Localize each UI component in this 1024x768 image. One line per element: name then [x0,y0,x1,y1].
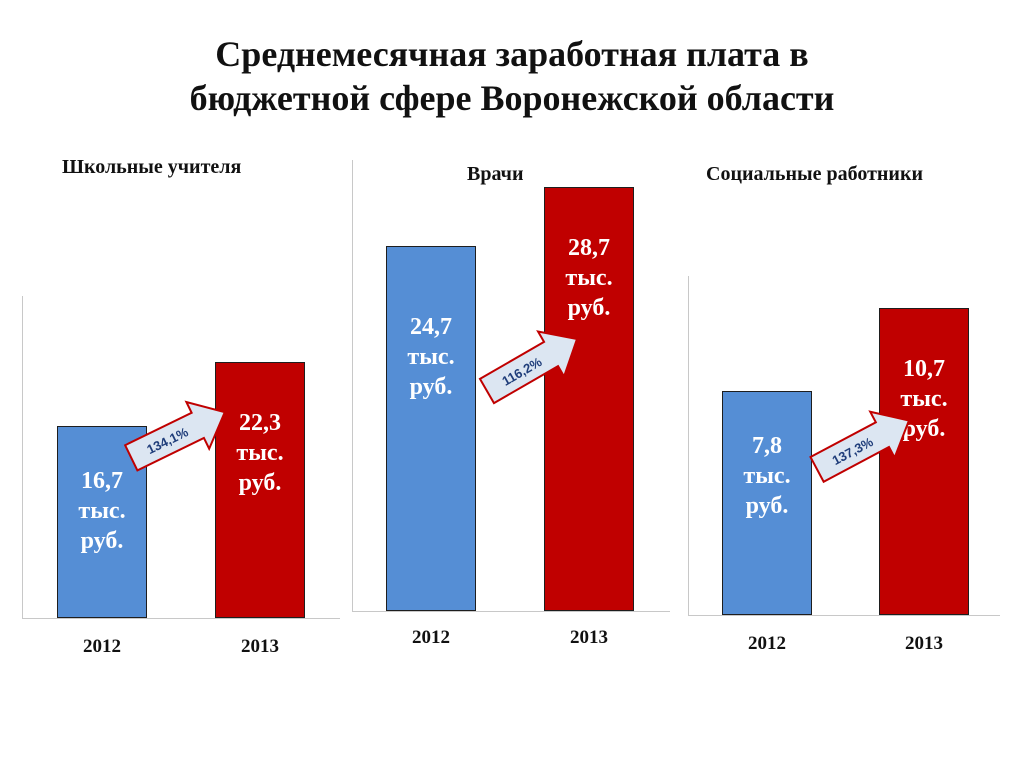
data-label-line: 28,7 [568,234,610,261]
data-label: 22,3 тыс. руб. [195,408,325,498]
x-tick-label: 2013 [570,627,608,648]
bar-2012 [722,390,812,615]
y-axis-line [22,296,23,618]
x-tick-label: 2012 [83,636,121,657]
x-tick-label: 2013 [905,633,943,654]
chart-title: Врачи [467,163,524,185]
bar-2013 [879,307,969,615]
data-label-line: руб. [238,469,282,496]
data-label-line: тыс. [743,463,791,490]
chart-title: Школьные учителя [62,156,242,178]
growth-arrow: 134,1% [123,400,227,472]
data-label-line: тыс. [78,497,126,524]
x-tick-label: 2012 [748,633,786,654]
x-tick-label: 2012 [412,627,450,648]
x-axis-line [688,615,1000,616]
data-label-line: 22,3 [239,409,281,436]
data-label: 24,7 тыс. руб. [366,312,496,402]
data-label-line: 16,7 [81,467,123,494]
page-title: Среднемесячная заработная плата в бюджет… [0,32,1024,120]
data-label-line: тыс. [236,439,284,466]
growth-arrow: 137,3% [809,410,911,484]
data-label-line: 7,8 [752,433,782,460]
y-axis-line [688,276,689,615]
growth-arrow-shape [809,410,911,484]
bar-2013 [215,361,305,618]
x-axis-line [352,611,670,612]
chart-title: Социальные работники [706,163,923,185]
growth-arrow-shape [123,400,227,472]
data-label-line: руб. [409,373,453,400]
data-label-line: 24,7 [410,313,452,340]
data-label: 16,7 тыс. руб. [37,466,167,556]
title-line-2: бюджетной сфере Воронежской области [189,78,835,118]
growth-arrow-shape [478,330,579,405]
x-tick-label: 2013 [241,636,279,657]
data-label-line: тыс. [407,343,455,370]
data-label-line: руб. [567,294,611,321]
data-label-line: руб. [80,527,124,554]
bar-2013 [544,186,634,611]
data-label: 7,8 тыс. руб. [702,431,832,521]
y-axis-line [352,160,353,611]
title-line-1: Среднемесячная заработная плата в [215,34,809,74]
data-label: 10,7 тыс. руб. [859,354,989,444]
x-axis-line [22,618,340,619]
data-label-line: тыс. [565,264,613,291]
data-label-line: 10,7 [903,355,945,382]
data-label: 28,7 тыс. руб. [524,233,654,323]
data-label-line: тыс. [900,385,948,412]
growth-arrow: 116,2% [478,330,579,405]
data-label-line: руб. [745,493,789,520]
bar-2012 [386,245,476,611]
